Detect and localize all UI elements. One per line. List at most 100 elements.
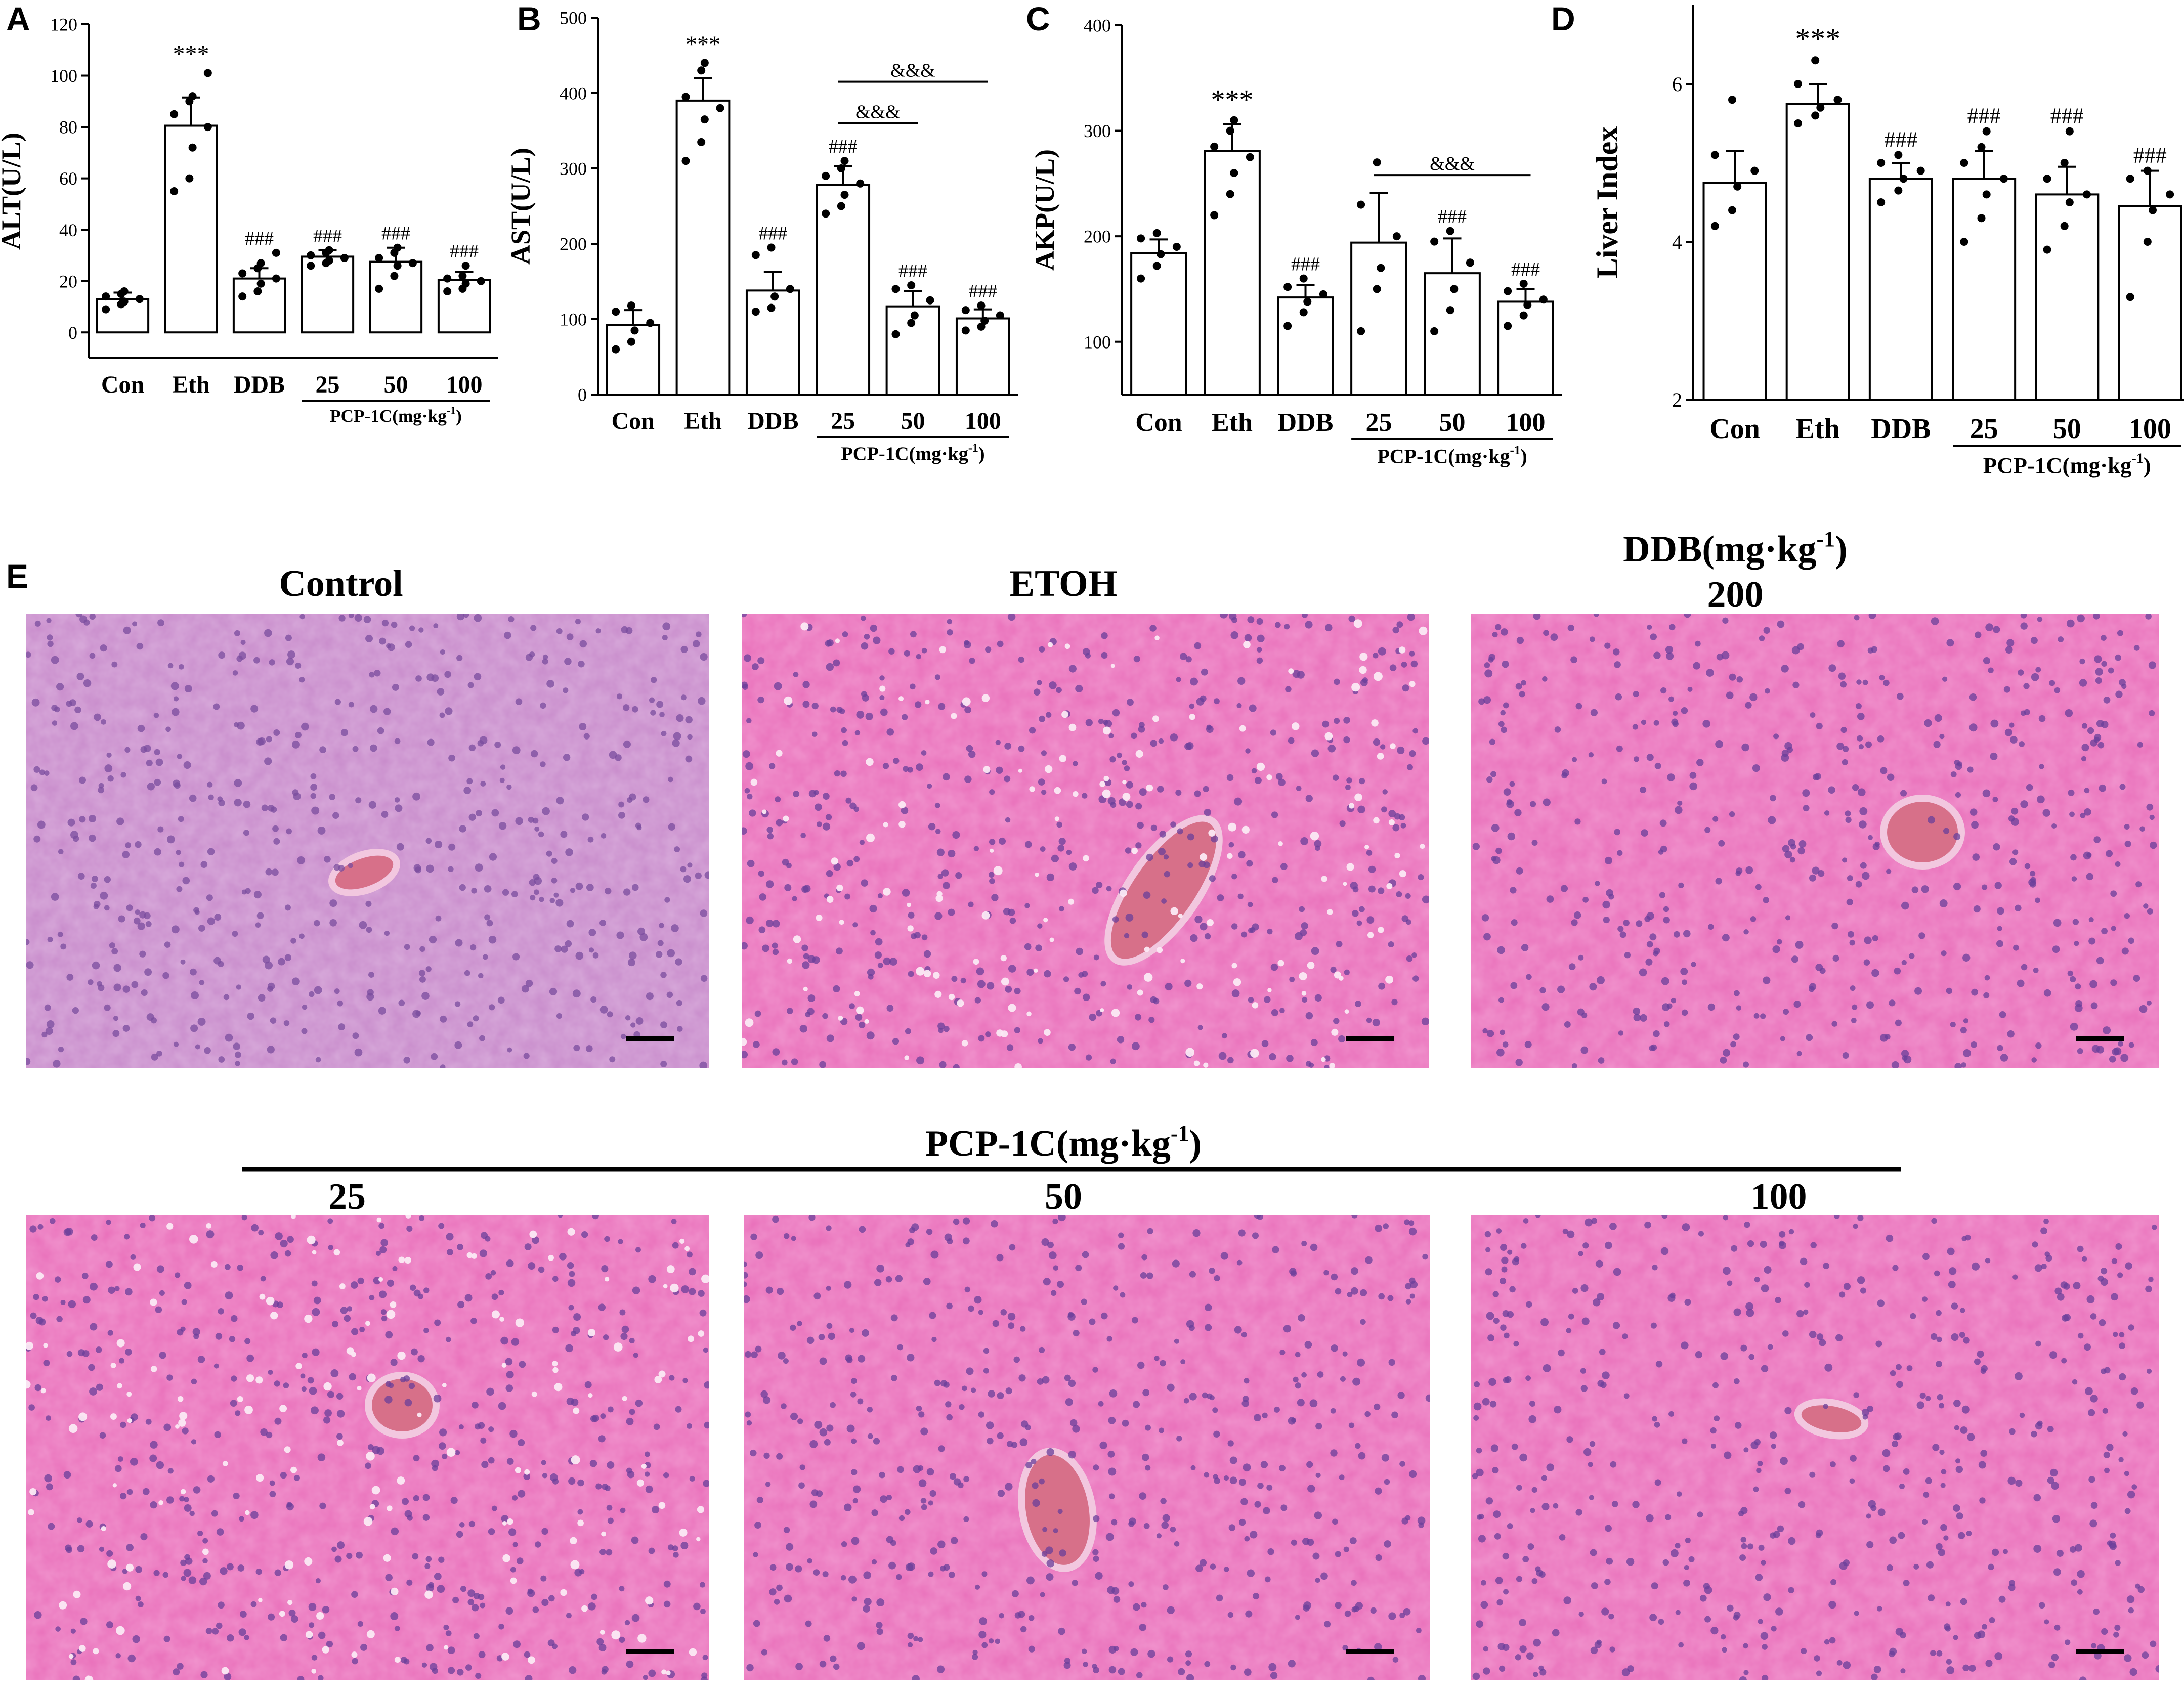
nucleus — [1542, 676, 1548, 682]
significance-hash: ### — [1967, 104, 2001, 128]
nucleus — [1564, 1021, 1571, 1028]
nucleus — [2101, 1628, 2108, 1635]
nucleus — [680, 866, 687, 873]
group-label-sup: -1 — [1510, 444, 1521, 457]
nucleus — [626, 1467, 632, 1474]
nucleus — [1135, 803, 1142, 810]
bar — [2118, 205, 2182, 401]
nucleus — [1650, 633, 1657, 640]
nucleus — [1223, 1475, 1229, 1481]
nucleus — [505, 1384, 513, 1392]
nucleus — [1147, 1649, 1155, 1658]
nucleus — [1978, 1461, 1986, 1469]
data-point — [1152, 229, 1161, 237]
nucleus — [596, 1638, 604, 1645]
nucleus — [455, 939, 463, 947]
nucleus — [1494, 1533, 1501, 1540]
lipid-vacuole — [166, 1223, 174, 1230]
nucleus — [438, 1223, 445, 1229]
nucleus — [1960, 1426, 1968, 1434]
nucleus — [807, 1558, 812, 1564]
title-pcp-group: PCP-1C(mg·kg-1) — [925, 1121, 1202, 1164]
nucleus — [1493, 1510, 1501, 1518]
nucleus — [889, 958, 897, 966]
lipid-vacuole — [1301, 991, 1307, 996]
nucleus — [90, 1323, 98, 1331]
nucleus — [2075, 983, 2081, 990]
bar — [1868, 178, 1933, 401]
nucleus — [1384, 1540, 1392, 1548]
nucleus — [1483, 1646, 1489, 1652]
nucleus — [1877, 735, 1885, 743]
nucleus — [755, 1251, 763, 1259]
lipid-vacuole — [404, 1256, 411, 1264]
nucleus — [1474, 1381, 1480, 1387]
lipid-vacuole — [1243, 641, 1251, 648]
lipid-vacuole — [1321, 876, 1327, 882]
nucleus — [533, 874, 540, 881]
nucleus — [1877, 1508, 1886, 1516]
lipid-vacuole — [125, 1563, 134, 1572]
nucleus — [1180, 653, 1187, 660]
nucleus — [912, 1675, 920, 1680]
nucleus — [620, 1507, 626, 1513]
nucleus — [1373, 738, 1381, 746]
nucleus — [1044, 970, 1051, 978]
nucleus — [162, 972, 169, 979]
lipid-vacuole — [127, 1418, 132, 1423]
nucleus — [1228, 1524, 1236, 1531]
title-ddb: DDB(mg·kg-1) — [1623, 527, 1848, 570]
nucleus — [1546, 1463, 1554, 1471]
nucleus — [1327, 744, 1336, 753]
nucleus — [284, 954, 291, 961]
nucleus — [1025, 1461, 1033, 1469]
nucleus — [511, 1338, 520, 1346]
nucleus — [52, 720, 58, 726]
nucleus — [586, 884, 594, 891]
nucleus — [422, 1494, 430, 1501]
nucleus — [774, 682, 782, 690]
nucleus — [184, 685, 192, 692]
nucleus — [227, 1563, 234, 1571]
nucleus — [766, 827, 773, 833]
nucleus — [218, 651, 226, 659]
nucleus — [1681, 707, 1688, 714]
nucleus — [2053, 1568, 2061, 1576]
nucleus — [761, 1649, 767, 1656]
nucleus — [1865, 741, 1872, 748]
nucleus — [1354, 1001, 1361, 1008]
nucleus — [1539, 987, 1546, 994]
nucleus — [1603, 917, 1610, 924]
nucleus — [790, 1412, 798, 1420]
lipid-vacuole — [244, 1510, 250, 1515]
x-tick-label: Con — [101, 371, 144, 398]
nucleus — [1139, 722, 1145, 728]
lipid-vacuole — [1329, 1062, 1336, 1068]
nucleus — [2009, 722, 2015, 728]
nucleus — [163, 1635, 170, 1642]
lipid-vacuole — [36, 1272, 44, 1280]
nucleus — [213, 703, 220, 710]
nucleus — [936, 1665, 945, 1673]
nucleus — [661, 730, 667, 736]
lipid-vacuole — [907, 902, 911, 907]
nucleus — [1007, 1313, 1016, 1321]
tissue — [742, 614, 1429, 1068]
nucleus — [570, 888, 576, 893]
nucleus — [1068, 1450, 1076, 1459]
nucleus — [269, 659, 275, 666]
data-point — [188, 143, 197, 152]
significance-hash: ### — [1511, 259, 1540, 280]
lipid-vacuole — [1103, 726, 1111, 735]
nucleus — [592, 952, 599, 959]
nucleus — [100, 644, 107, 652]
nucleus — [435, 915, 442, 922]
nucleus — [286, 828, 292, 835]
nucleus — [703, 1480, 709, 1487]
nucleus — [989, 878, 995, 884]
nucleus — [301, 1386, 307, 1392]
nucleus — [1763, 976, 1771, 984]
nucleus — [1652, 1416, 1658, 1422]
nucleus — [2070, 1022, 2078, 1031]
nucleus — [1185, 1650, 1192, 1658]
